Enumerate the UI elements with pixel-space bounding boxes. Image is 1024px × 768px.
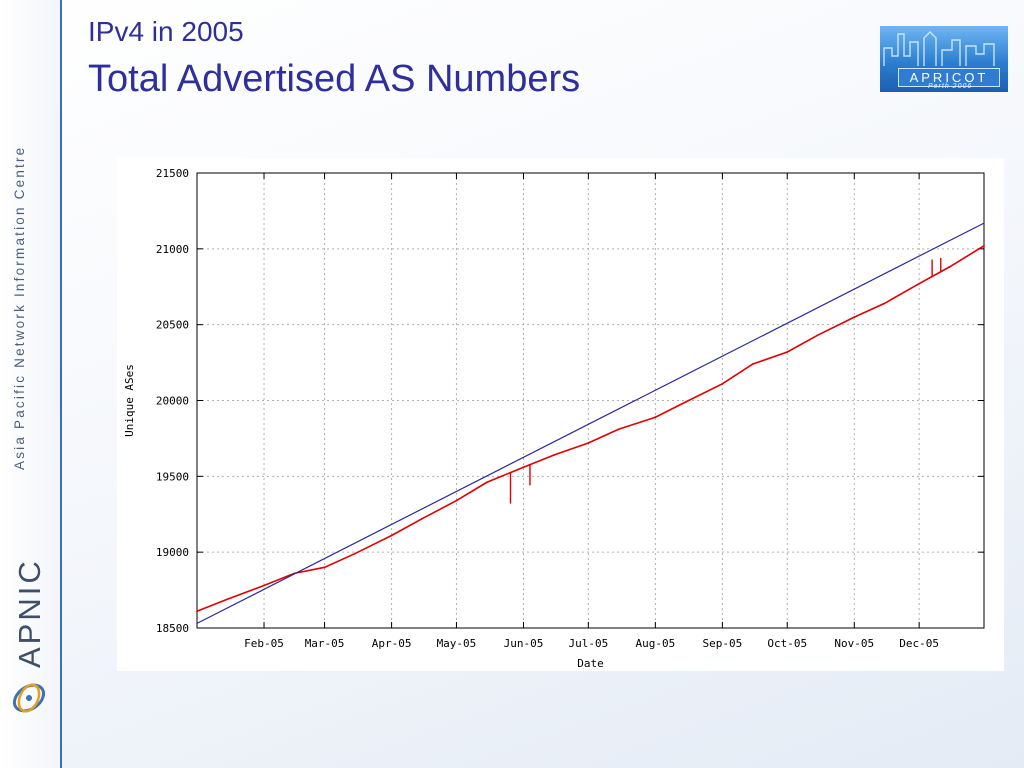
data-point [196, 610, 198, 613]
chart-panel: 18500 19000 19500 20000 20500 21000 21500 Feb-… [117, 158, 1004, 671]
series-group [196, 222, 985, 624]
x-tick-label: Aug-05 [635, 637, 675, 650]
y-tick-label: 18500 [156, 622, 189, 635]
as-count-line [196, 245, 985, 613]
data-point [485, 481, 488, 484]
org-name: Asia Pacific Network Information Centre [12, 145, 27, 470]
conference-sub: Perth 2006 [928, 83, 973, 90]
x-tick-label: Sep-05 [703, 637, 743, 650]
x-tick-label: Jul-05 [568, 637, 608, 650]
data-point [353, 552, 356, 555]
data-point [455, 499, 458, 502]
data-point [522, 466, 525, 469]
x-tick-label: Mar-05 [305, 637, 345, 650]
y-tick-label: 20500 [156, 319, 189, 332]
x-ticks: Feb-05 Mar-05 Apr-05 May-05 Jun-05 Jul-05 Aug-… [244, 173, 939, 650]
data-point [684, 401, 687, 403]
y-tick-label: 19500 [156, 470, 189, 483]
data-point [654, 416, 657, 419]
data-point [420, 517, 423, 520]
conference-logo: APRICOT Perth 2006 [880, 26, 1008, 92]
grid-lines [197, 173, 984, 628]
y-tick-label: 20000 [156, 395, 189, 408]
data-point [816, 334, 819, 337]
x-tick-label: Apr-05 [372, 637, 412, 650]
skyline-icon [883, 31, 995, 66]
data-point [918, 282, 921, 285]
data-point [721, 382, 724, 385]
x-tick-label: Oct-05 [767, 637, 807, 650]
data-point [883, 302, 886, 305]
trend-line [196, 222, 985, 624]
plot-frame [196, 172, 985, 629]
data-point [263, 584, 265, 587]
data-point [587, 442, 590, 444]
as-numbers-chart: 18500 19000 19500 20000 20500 21000 21500 Feb-… [123, 167, 985, 670]
data-point [948, 266, 951, 268]
data-point [552, 454, 555, 456]
slide-subtitle: IPv4 in 2005 [88, 16, 244, 47]
y-tick-label: 21500 [156, 167, 189, 180]
x-tick-label: May-05 [437, 637, 477, 650]
y-ticks: 18500 19000 19500 20000 20500 21000 21500 [156, 167, 984, 635]
x-tick-label: Jun-05 [504, 637, 544, 650]
x-tick-label: Dec-05 [899, 637, 939, 650]
conference-name: APRICOT [898, 68, 1000, 87]
data-point [983, 244, 985, 247]
data-point [751, 363, 754, 365]
apnic-swirl-icon [12, 683, 46, 713]
x-axis-label: Date [577, 657, 604, 670]
apnic-wordmark: APNIC [12, 558, 47, 668]
sidebar: Asia Pacific Network Information Centre … [0, 0, 62, 768]
x-tick-label: Nov-05 [834, 637, 874, 650]
data-point [226, 598, 229, 601]
data-point [390, 534, 393, 537]
y-tick-label: 19000 [156, 546, 189, 559]
y-axis-label: Unique ASes [123, 364, 136, 437]
data-point [853, 316, 856, 318]
slide-title: Total Advertised AS Numbers [88, 58, 581, 100]
data-point [617, 428, 620, 431]
data-point [786, 351, 789, 353]
y-tick-label: 21000 [156, 243, 189, 256]
x-tick-label: Feb-05 [244, 637, 284, 650]
data-point [323, 566, 326, 569]
